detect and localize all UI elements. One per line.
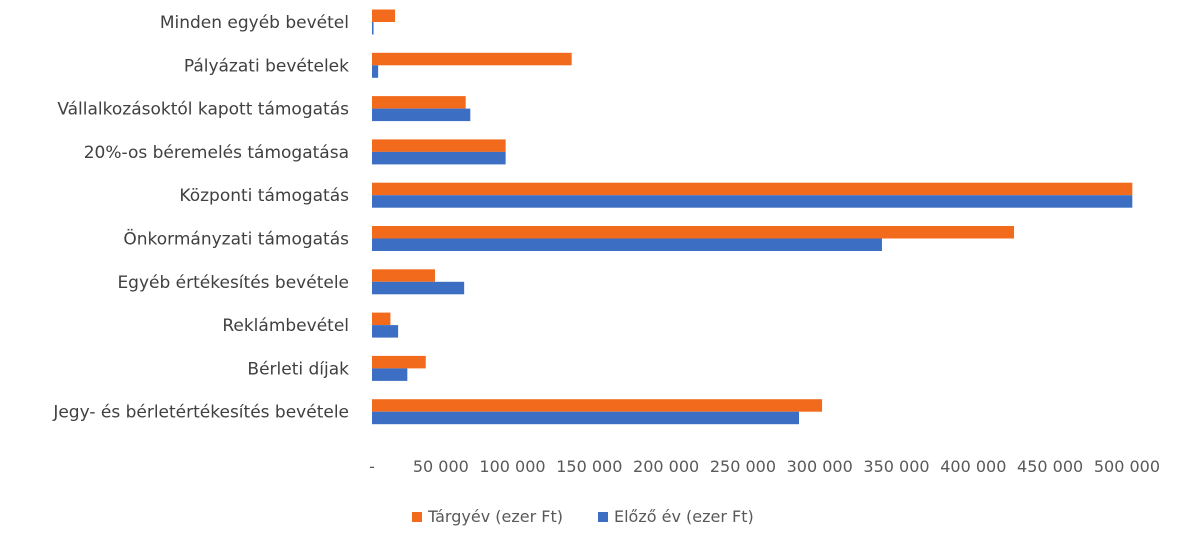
category-label: Bérleti díjak	[247, 359, 349, 379]
bar-current-year	[372, 355, 426, 369]
x-tick-label: 50 000	[413, 457, 469, 476]
x-tick-label: 450 000	[1017, 457, 1083, 476]
x-tick-label: 350 000	[863, 457, 929, 476]
category-label: Egyéb értékesítés bevétele	[117, 273, 349, 293]
legend-label: Tárgyév (ezer Ft)	[427, 507, 563, 526]
x-tick-label: 500 000	[1094, 457, 1160, 476]
legend: Tárgyév (ezer Ft) Előző év (ezer Ft)	[412, 507, 754, 526]
category-label: 20%-os béremelés támogatása	[84, 143, 349, 163]
category-label: Vállalkozásoktól kapott támogatás	[57, 100, 349, 120]
category-label: Reklámbevétel	[222, 316, 349, 336]
x-tick-label: 400 000	[940, 457, 1006, 476]
bar-current-year	[372, 96, 466, 109]
x-axis-tick-labels: - 50 000 100 000 150 000 200 000 250 000 300 0…	[369, 457, 1160, 476]
bar-previous-year	[372, 325, 399, 338]
category-label: Központi támogatás	[179, 186, 349, 206]
category-labels: Minden egyéb bevétel Pályázati bevételek V…	[52, 13, 349, 423]
bar-previous-year	[372, 65, 379, 78]
bar-current-year	[372, 139, 506, 152]
bar-current-year	[372, 399, 823, 412]
category-label: Jegy- és bérletértékesítés bevétele	[52, 403, 349, 423]
category-label: Pályázati bevételek	[184, 56, 349, 76]
bar-current-year	[372, 9, 396, 22]
bar-previous-year	[372, 108, 471, 122]
x-tick-label: 150 000	[556, 457, 622, 476]
legend-label: Előző év (ezer Ft)	[614, 507, 754, 526]
x-tick-label: 300 000	[787, 457, 853, 476]
category-label: Önkormányzati támogatás	[123, 228, 349, 250]
bar-current-year	[372, 52, 572, 66]
bar-previous-year	[372, 368, 408, 381]
bar-current-year	[372, 226, 1015, 239]
legend-swatch	[598, 512, 608, 522]
bar-current-year	[372, 182, 1133, 196]
bars	[372, 9, 1133, 425]
bar-previous-year	[372, 281, 465, 295]
bar-previous-year	[372, 238, 882, 251]
bar-previous-year	[372, 22, 374, 35]
bar-previous-year	[372, 195, 1133, 208]
category-label: Minden egyéb bevétel	[160, 13, 349, 33]
bar-previous-year	[372, 151, 506, 165]
legend-swatch	[412, 512, 422, 522]
x-tick-label: 250 000	[710, 457, 776, 476]
bar-current-year	[372, 312, 391, 326]
x-tick-label: -	[369, 457, 375, 476]
x-tick-label: 100 000	[479, 457, 545, 476]
bar-previous-year	[372, 411, 800, 425]
bar-current-year	[372, 269, 435, 282]
x-tick-label: 200 000	[633, 457, 699, 476]
